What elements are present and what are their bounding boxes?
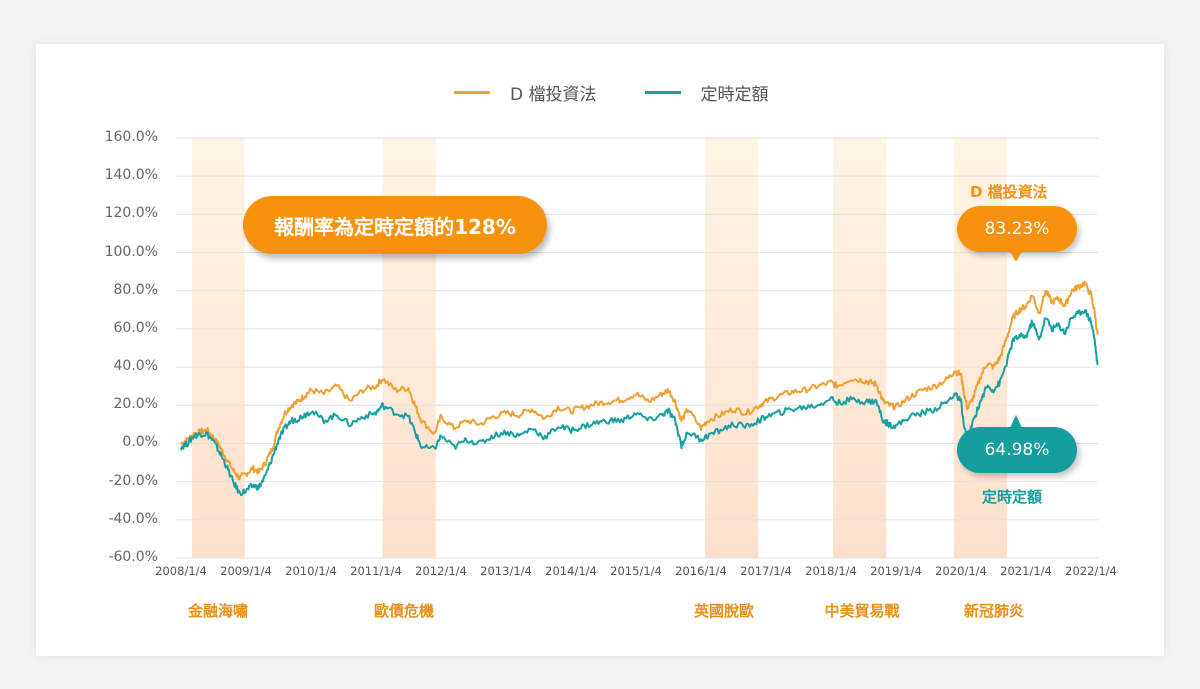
x-tick-label: 2014/1/4 [545,564,597,578]
shaded-period [192,138,245,558]
x-tick-label: 2009/1/4 [220,564,272,578]
event-label: 新冠肺炎 [963,602,1025,620]
event-label: 英國脫歐 [693,602,755,620]
d-strategy-line [180,280,1099,481]
legend-item-dca: 定時定額 [644,80,769,105]
legend-swatch-orange [454,91,490,94]
y-tick-label: 100.0% [104,243,158,260]
dca-end-label: 定時定額 [982,488,1043,506]
legend-label: 定時定額 [700,85,769,105]
event-label: 金融海嘯 [187,602,249,620]
y-tick-label: 60.0% [113,319,158,336]
return-ratio-callout: 報酬率為定時定額的128% [243,196,547,254]
d-strategy-end-value: 83.23% [957,206,1077,262]
x-tick-label: 2017/1/4 [740,564,792,578]
y-tick-label: -20.0% [108,472,158,489]
x-tick-label: 2011/1/4 [350,564,402,578]
event-label: 歐債危機 [373,602,435,620]
x-tick-label: 2016/1/4 [675,564,727,578]
x-tick-label: 2018/1/4 [805,564,857,578]
x-tick-label: 2015/1/4 [610,564,662,578]
d-strategy-end-label: D 檔投資法 [970,183,1048,201]
shaded-period [704,138,759,558]
x-tick-label: 2020/1/4 [935,564,987,578]
event-label: 中美貿易戰 [824,602,900,620]
dca-end-value: 64.98% [957,415,1077,473]
legend-swatch-teal [644,91,681,94]
x-tick-label: 2019/1/4 [870,564,922,578]
legend: D 檔投資法 定時定額 [454,80,817,105]
shaded-period [832,138,887,558]
shaded-periods [192,138,1008,558]
legend-label: D 檔投資法 [510,85,597,105]
x-tick-label: 2012/1/4 [415,564,467,578]
legend-item-d-strategy: D 檔投資法 [454,80,597,105]
y-tick-label: 140.0% [104,167,158,184]
y-tick-label: 0.0% [122,434,158,451]
x-tick-label: 2022/1/4 [1065,564,1117,578]
x-tick-label: 2010/1/4 [285,564,337,578]
series-lines [180,280,1099,497]
y-tick-label: -60.0% [108,549,158,565]
y-tick-label: 20.0% [113,396,158,413]
x-tick-label: 2013/1/4 [480,564,532,578]
dca-line [180,309,1099,497]
y-tick-label: 160.0% [104,129,158,145]
y-tick-label: 120.0% [104,205,158,222]
x-tick-label: 2021/1/4 [1000,564,1052,578]
y-tick-label: 80.0% [113,281,158,298]
x-tick-label: 2008/1/4 [155,564,207,578]
y-tick-label: -40.0% [108,510,158,527]
y-tick-label: 40.0% [113,358,158,375]
